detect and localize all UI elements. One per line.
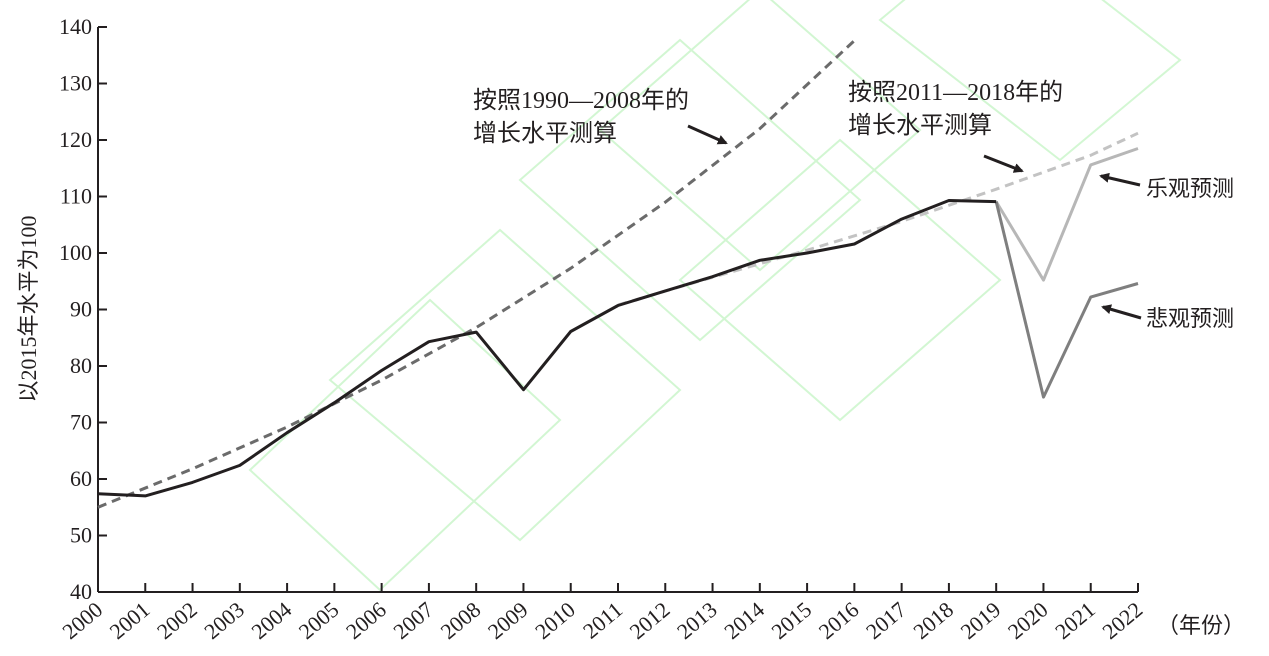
annotation-trend-1990-2008: 按照1990—2008年的 增长水平测算 — [473, 87, 728, 147]
y-tick-label: 100 — [59, 240, 92, 265]
series-layer — [97, 39, 1139, 509]
y-tick-label: 90 — [70, 297, 92, 322]
x-tick-label: 2000 — [57, 597, 107, 644]
x-tick-label: 2017 — [861, 597, 911, 644]
x-tick-label: 2002 — [152, 597, 202, 644]
annotation-trend-2011-2018-line1: 按照2011—2018年的 — [848, 79, 1063, 106]
label-pessimistic: 悲观预测 — [1146, 306, 1234, 331]
annotation-trend-2011-2018: 按照2011—2018年的 增长水平测算 — [848, 79, 1063, 173]
y-tick-label: 50 — [70, 523, 92, 548]
x-tick-label: 2018 — [908, 597, 958, 644]
x-tick-label: 2008 — [436, 597, 486, 644]
x-tick-label: 2003 — [199, 597, 249, 644]
x-tick-label: 2016 — [814, 597, 864, 644]
annotation-trend-2011-2018-line2: 增长水平测算 — [848, 112, 992, 139]
y-tick-label: 120 — [59, 127, 92, 152]
watermark — [248, 0, 1182, 592]
x-tick-label: 2014 — [719, 597, 769, 644]
annotation-pessimistic: 悲观预测 — [1101, 304, 1234, 331]
x-tick-label: 2009 — [483, 597, 533, 644]
x-axis-unit: （年份） — [1157, 613, 1245, 638]
arrow-optimistic — [1099, 172, 1141, 187]
y-tick-label: 130 — [59, 71, 92, 96]
x-tick-label: 2020 — [1003, 597, 1053, 644]
x-tick-label: 2010 — [530, 597, 580, 644]
x-tick-label: 2021 — [1050, 597, 1100, 644]
arrow-pessimistic — [1101, 304, 1142, 320]
x-tick-label: 2013 — [672, 597, 722, 644]
series-line-0 — [97, 199, 997, 498]
y-tick-label: 110 — [60, 184, 92, 209]
y-tick-label: 60 — [70, 466, 92, 491]
x-tick-label: 2005 — [294, 597, 344, 644]
arrow-trend-1990-2008 — [687, 124, 728, 145]
x-tick-label: 2019 — [956, 597, 1006, 644]
x-tick-label: 2001 — [105, 597, 155, 644]
y-tick-label: 70 — [70, 410, 92, 435]
series-line-2 — [994, 201, 1139, 399]
x-tick-label: 2006 — [341, 597, 391, 644]
y-tick-label: 40 — [70, 579, 92, 604]
x-tick-label: 2007 — [388, 597, 438, 644]
label-optimistic: 乐观预测 — [1146, 176, 1234, 201]
series-line-3 — [97, 39, 856, 509]
x-tick-label: 2004 — [247, 597, 297, 644]
y-ticks: 40 50 60 70 80 90 100 110 120 130 140 — [59, 14, 107, 604]
x-tick-label: 2022 — [1097, 597, 1147, 644]
y-tick-label: 80 — [70, 353, 92, 378]
y-axis-title: 以2015年水平为100 — [16, 215, 41, 402]
arrow-trend-2011-2018 — [983, 154, 1024, 173]
x-tick-label: 2015 — [767, 597, 817, 644]
annotation-optimistic: 乐观预测 — [1099, 172, 1234, 201]
y-tick-label: 140 — [59, 14, 92, 39]
series-line-1 — [994, 147, 1139, 282]
x-tick-label: 2012 — [625, 597, 675, 644]
annotation-trend-1990-2008-line2: 增长水平测算 — [473, 120, 617, 147]
annotation-trend-1990-2008-line1: 按照1990—2008年的 — [473, 87, 689, 114]
x-tick-label: 2011 — [578, 597, 627, 644]
